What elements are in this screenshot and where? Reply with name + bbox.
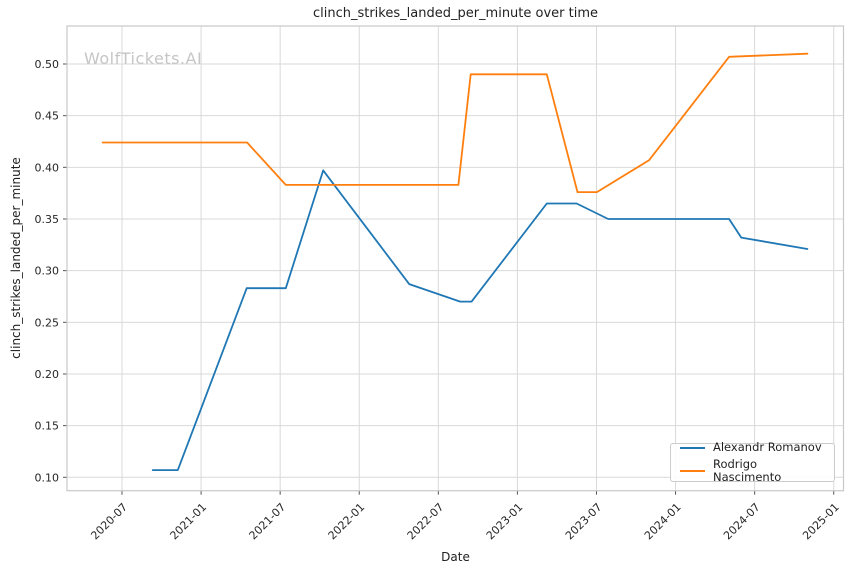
legend: Alexandr Romanov Rodrigo Nascimento (670, 441, 835, 484)
y-tick-label: 0.15 (35, 420, 60, 433)
series-line-alexandr-romanov (151, 169, 809, 472)
y-tick-label: 0.20 (35, 368, 60, 381)
x-axis-label: Date (441, 550, 470, 564)
y-tick-label: 0.30 (35, 265, 60, 278)
x-tick-label: 2025-01 (800, 501, 842, 543)
legend-item: Rodrigo Nascimento (680, 458, 825, 484)
x-tick-label: 2022-01 (326, 501, 368, 543)
y-tick-label: 0.45 (35, 110, 60, 123)
x-tick-label: 2021-07 (247, 501, 289, 543)
y-tick-label: 0.40 (35, 161, 60, 174)
legend-label: Rodrigo Nascimento (713, 457, 782, 484)
legend-line-swatch (680, 470, 705, 472)
plot-area (67, 26, 844, 491)
x-tick-label: 2021-01 (168, 501, 210, 543)
x-tick-label: 2023-07 (563, 501, 605, 543)
y-axis-label: clinch_strikes_landed_per_minute (9, 157, 23, 359)
plot-border (66, 25, 845, 492)
watermark: WolfTickets.AI (84, 49, 203, 68)
chart-title: clinch_strikes_landed_per_minute over ti… (312, 6, 599, 21)
legend-label: Alexandr Romanov (713, 440, 822, 454)
y-tick-label: 0.50 (35, 58, 60, 71)
x-tick-label: 2024-07 (721, 501, 763, 543)
x-tick-label: 2023-01 (484, 501, 526, 543)
y-tick-label: 0.10 (35, 471, 60, 484)
series-line-rodrigo-nascimento (101, 52, 809, 194)
x-tick-label: 2024-01 (642, 501, 684, 543)
y-tick-label: 0.35 (35, 213, 60, 226)
x-tick-label: 2020-07 (88, 501, 130, 543)
y-tick-label: 0.25 (35, 316, 60, 329)
legend-item: Alexandr Romanov (680, 441, 825, 454)
legend-line-swatch (680, 446, 705, 449)
x-tick-label: 2022-07 (405, 501, 447, 543)
